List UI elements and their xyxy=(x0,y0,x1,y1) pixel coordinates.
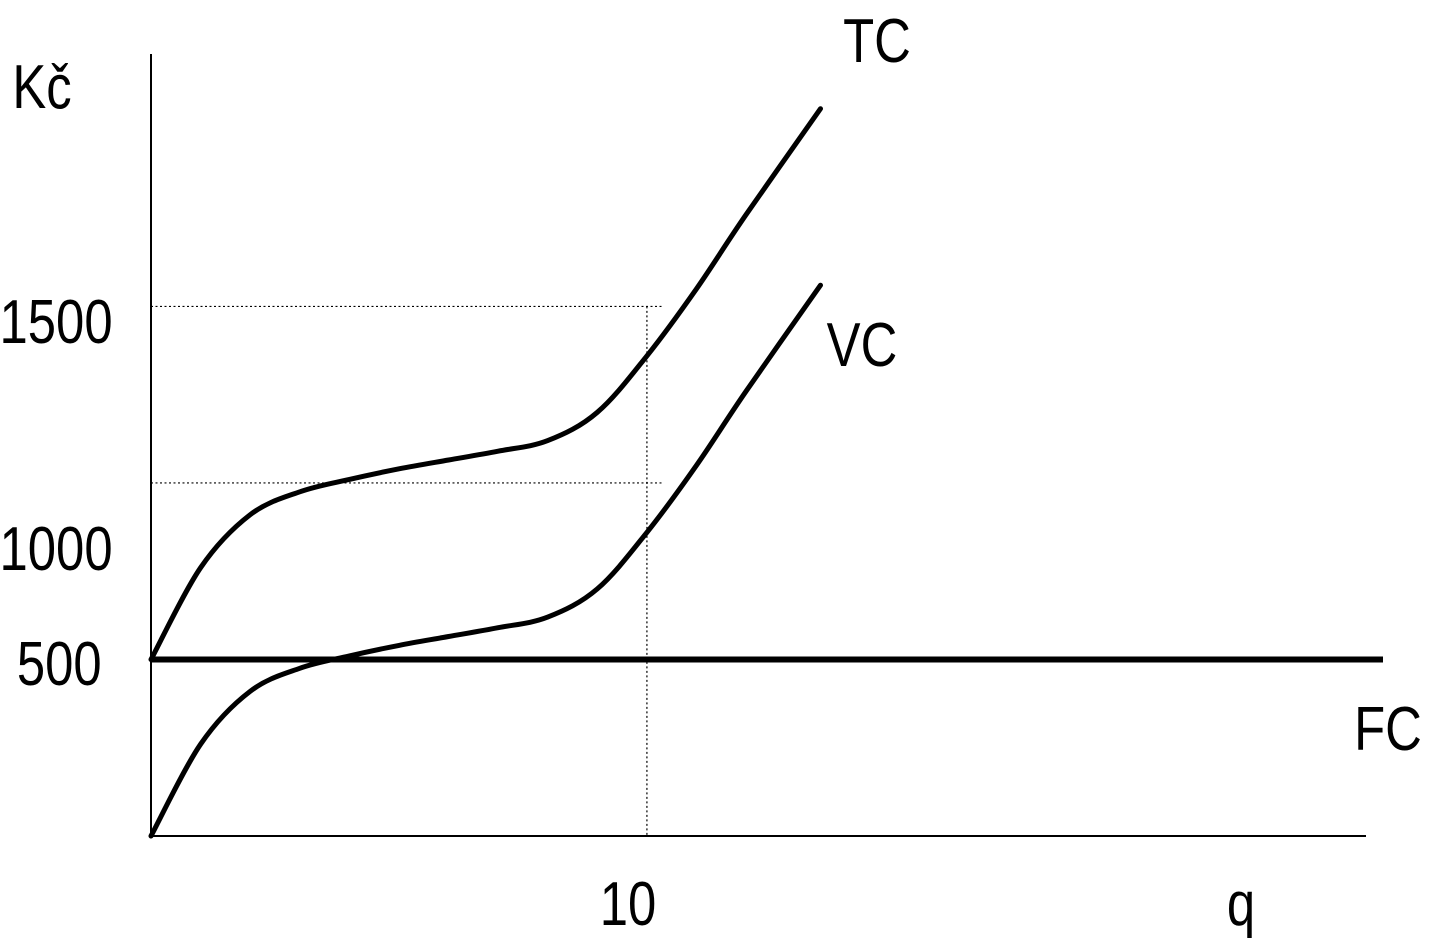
x-tick-label-10: 10 xyxy=(600,870,657,939)
x-axis-label: q xyxy=(1227,870,1255,939)
axes xyxy=(150,54,1366,837)
series-label-vc: VC xyxy=(827,311,898,380)
guide-lines xyxy=(151,305,663,836)
series-lines xyxy=(148,106,1383,839)
y-tick-label-1000: 1000 xyxy=(0,515,113,584)
y-tick-label-1500: 1500 xyxy=(0,288,113,357)
y-axis-label: Kč xyxy=(12,53,71,122)
y-tick-label-500: 500 xyxy=(17,630,102,699)
series-label-fc: FC xyxy=(1354,695,1422,764)
series-line-vc xyxy=(148,282,823,839)
series-label-tc: TC xyxy=(843,7,911,76)
series-line-tc xyxy=(148,106,823,662)
